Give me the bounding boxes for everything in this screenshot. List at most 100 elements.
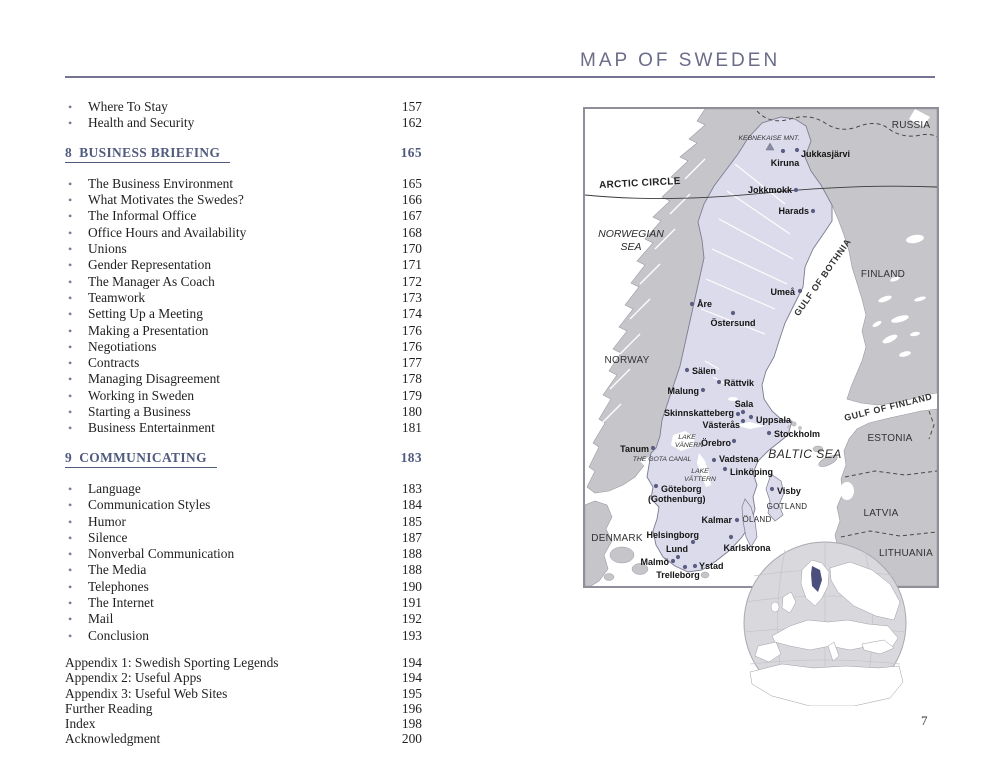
city-dot [769, 486, 775, 492]
toc-entry-page: 162 [401, 115, 422, 131]
city-label: Stockholm [774, 429, 820, 439]
city-dot [700, 387, 706, 393]
feature-label: LAKE [691, 468, 709, 475]
toc-backmatter-entry: Acknowledgment 200 [65, 731, 422, 746]
country-label: NORWAY [605, 355, 650, 366]
toc-entry-page: 191 [401, 595, 422, 611]
toc-entry-page: 192 [401, 611, 422, 627]
city-dot [766, 430, 772, 436]
fjord-streaks [600, 158, 706, 425]
city-label-secondary: (Gothenburg) [648, 494, 706, 504]
country-label: RUSSIA [892, 120, 931, 131]
island-zealand [609, 546, 635, 564]
city-label: Örebro [701, 438, 732, 448]
island-gotland [765, 473, 785, 522]
toc-entry: • Telephones 190 [65, 579, 422, 595]
page-title: MAP OF SWEDEN [580, 50, 781, 71]
aland-islands [787, 421, 802, 430]
bullet-icon: • [68, 100, 73, 114]
toc-entry-page: 184 [401, 497, 422, 513]
city-dot [797, 288, 803, 294]
river-streaks [700, 163, 794, 386]
city-label: Kalmar [701, 515, 732, 525]
city-dot [684, 367, 690, 373]
sea-label: SEA [620, 241, 641, 253]
city-dot [740, 409, 746, 415]
lake-vanern [671, 431, 695, 451]
toc-entry-label: Gender Representation [88, 257, 212, 273]
toc-entry: • Negotiations 176 [65, 339, 422, 355]
city-label: Göteborg [661, 484, 702, 494]
toc-entry-page: 180 [401, 404, 422, 420]
toc-entry-label: Teamwork [88, 289, 146, 305]
city-dot [728, 534, 734, 540]
country-label: LITHUANIA [879, 548, 933, 559]
toc-entry-label: Starting a Business [88, 404, 191, 420]
toc-backmatter-entry: Appendix 1: Swedish Sporting Legends 194 [65, 655, 422, 670]
country-label: FINLAND [861, 269, 905, 280]
feature-label: VÄTTERN [684, 475, 716, 483]
toc-entry: • Teamwork 173 [65, 290, 422, 306]
toc-entry-page: 166 [401, 192, 422, 208]
toc-entry-label: Further Reading [65, 700, 153, 716]
city-label: Västerås [702, 420, 740, 430]
globe-land [749, 559, 904, 706]
toc-entry-label: Managing Disagreement [88, 371, 221, 387]
country-label: LATVIA [864, 508, 899, 519]
city-dot [735, 411, 741, 417]
toc-entry-page: 173 [401, 289, 422, 305]
toc-entry-page: 194 [401, 654, 422, 670]
bullet-icon: • [68, 116, 73, 131]
city-dot [780, 148, 786, 154]
bullet-icon: • [68, 628, 73, 643]
city-label: Jokkmokk [748, 185, 793, 195]
lake-siljan [728, 397, 738, 401]
toc-entry: • Unions 170 [65, 241, 422, 257]
city-label: Ystad [699, 561, 724, 571]
white-sea [909, 109, 930, 127]
toc-entry-label: Making a Presentation [88, 322, 209, 338]
city-dot [748, 414, 754, 420]
toc-entry-label: Where To Stay [88, 99, 168, 114]
bullet-icon: • [68, 242, 73, 257]
city-label: Tanum [620, 444, 649, 454]
city-label: Lund [666, 544, 688, 554]
city-label: Rättvik [724, 378, 755, 388]
toc-chapter-page: 183 [400, 449, 422, 465]
toc-entry-label: Communication Styles [88, 497, 211, 513]
bullet-icon: • [68, 421, 73, 436]
toc-backmatter-entry: Appendix 2: Useful Apps 194 [65, 670, 422, 685]
bullet-icon: • [68, 596, 73, 611]
city-dot [670, 558, 676, 564]
island-small-dk [603, 573, 615, 581]
toc-entry-label: Contracts [88, 355, 140, 371]
city-dot [689, 301, 695, 307]
toc-entry: • Health and Security 162 [65, 115, 422, 131]
toc-entry: • Contracts 177 [65, 355, 422, 371]
toc-entry: • Gender Representation 171 [65, 257, 422, 273]
city-dot [653, 483, 659, 489]
toc-entry-label: Appendix 3: Useful Web Sites [65, 685, 228, 701]
lake-malaren [735, 422, 765, 429]
toc-entry-label: The Business Environment [88, 175, 234, 191]
toc-entry: • Setting Up a Meeting 174 [65, 306, 422, 322]
island-funen [631, 563, 649, 575]
city-label: Vadstena [719, 454, 760, 464]
bullet-icon: • [68, 258, 73, 273]
bullet-icon: • [68, 339, 73, 354]
city-dot [722, 466, 728, 472]
toc-entry-page: 190 [401, 578, 422, 594]
toc-entry-page: 181 [401, 420, 422, 436]
city-dot [692, 563, 698, 569]
bullet-icon: • [68, 323, 73, 338]
bullet-icon: • [68, 388, 73, 403]
bullet-icon: • [68, 579, 73, 594]
toc-entry-label: Appendix 1: Swedish Sporting Legends [65, 654, 279, 670]
toc-entry: • Working in Sweden 179 [65, 388, 422, 404]
bullet-icon: • [68, 498, 73, 513]
toc-entry-label: Mail [88, 611, 114, 627]
toc-chapter-title: 9 COMMUNICATING [65, 450, 217, 468]
toc-entry: • Starting a Business 180 [65, 404, 422, 420]
city-dot [711, 457, 717, 463]
